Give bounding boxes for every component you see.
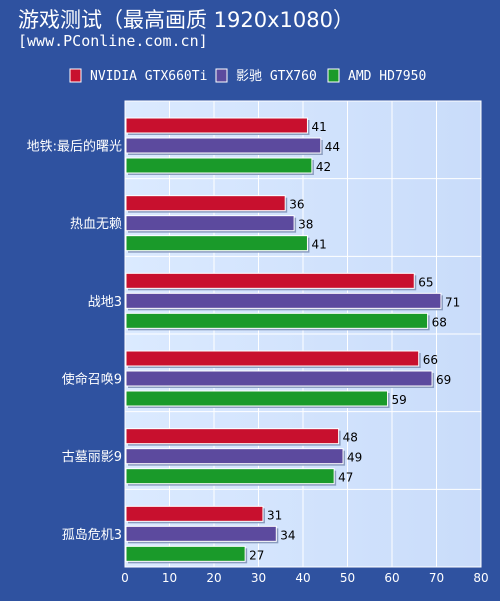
bar [125, 390, 389, 407]
data-label: 36 [289, 198, 304, 212]
data-label: 66 [423, 353, 438, 367]
legend: NVIDIA GTX660Ti 影驰 GTX760 AMD HD7950 [69, 68, 426, 84]
data-label: 48 [343, 431, 358, 445]
bar [125, 292, 442, 309]
legend-swatch [215, 68, 228, 83]
category-label: 热血无赖 [70, 217, 122, 232]
tick-label: 80 [473, 571, 488, 585]
tick-label: 50 [340, 571, 355, 585]
data-label: 69 [436, 373, 451, 387]
bar [125, 428, 340, 445]
bar [125, 137, 322, 154]
bars: 41 44 42 36 38 41 65 71 68 66 69 59 48 49 47 31 34 27 [125, 117, 460, 564]
data-label: 41 [311, 120, 326, 134]
chart-title: 游戏测试（最高画质 1920x1080） [18, 8, 354, 32]
bar [125, 505, 264, 522]
category-label: 使命召唤9 [62, 372, 122, 388]
legend-swatch [69, 68, 82, 83]
bar [125, 195, 286, 212]
data-label: 42 [316, 160, 331, 174]
legend-label: NVIDIA GTX660Ti [90, 69, 207, 84]
data-label: 65 [418, 275, 433, 289]
data-label: 44 [325, 140, 340, 154]
bar [125, 525, 277, 542]
grid [125, 101, 481, 567]
x-axis: 0 10 20 30 40 50 60 70 80 [121, 571, 488, 585]
bar [125, 370, 433, 387]
tick-label: 30 [251, 571, 266, 585]
data-label: 49 [347, 451, 362, 465]
data-label: 34 [280, 528, 295, 542]
data-label: 47 [338, 471, 353, 485]
bar [125, 215, 295, 232]
data-label: 59 [392, 393, 407, 407]
bar [125, 468, 335, 485]
bar [125, 117, 308, 134]
category-label: 孤岛危机3 [62, 527, 122, 543]
data-label: 41 [311, 238, 326, 252]
tick-label: 20 [206, 571, 221, 585]
chart-subtitle: [www.PConline.com.cn] [18, 32, 208, 50]
bar [125, 448, 344, 465]
data-label: 38 [298, 218, 313, 232]
tick-label: 40 [295, 571, 310, 585]
legend-label: AMD HD7950 [348, 69, 426, 84]
data-label: 68 [432, 315, 447, 329]
category-label: 战地3 [88, 295, 122, 310]
data-label: 27 [249, 548, 264, 562]
tick-label: 60 [384, 571, 399, 585]
category-label: 地铁:最后的曙光 [27, 139, 122, 155]
legend-swatch [327, 68, 340, 83]
bar [125, 350, 420, 367]
bar [125, 545, 246, 562]
data-label: 71 [445, 295, 460, 309]
legend-label: 影驰 GTX760 [236, 69, 317, 84]
bar [125, 312, 429, 329]
category-label: 古墓丽影9 [62, 450, 122, 465]
tick-label: 70 [429, 571, 444, 585]
data-label: 31 [267, 508, 282, 522]
tick-label: 0 [121, 571, 129, 585]
tick-label: 10 [162, 571, 177, 585]
bar [125, 157, 313, 174]
bar [125, 272, 415, 289]
bar [125, 235, 308, 252]
